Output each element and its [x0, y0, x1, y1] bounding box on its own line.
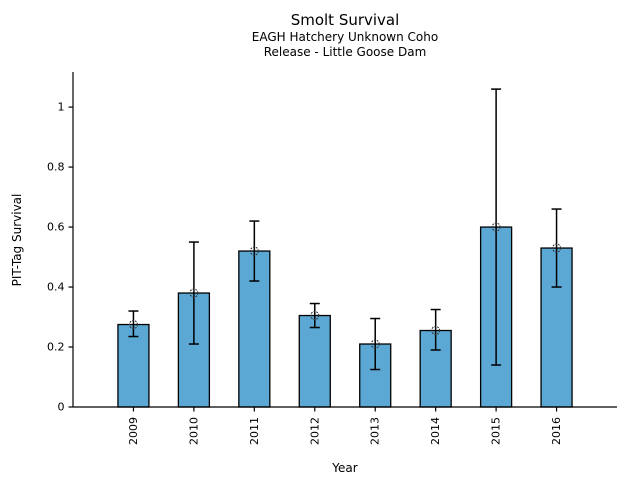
bar-2012 — [298, 314, 331, 408]
x-tick-label: 2010 — [187, 417, 200, 445]
point-marker-2010 — [189, 288, 199, 298]
point-marker-2015 — [491, 222, 501, 232]
bar-2009 — [117, 323, 150, 408]
chart-subtitle-line1: EAGH Hatchery Unknown Coho — [251, 30, 439, 44]
point-marker-2016 — [552, 243, 562, 253]
y-tick-label: 0.2 — [47, 341, 65, 354]
x-tick-label: 2009 — [127, 417, 140, 445]
point-marker-2013 — [370, 339, 380, 349]
point-marker-2012 — [310, 310, 320, 321]
x-tick-label: 2015 — [490, 417, 503, 445]
x-tick-label: 2013 — [369, 417, 382, 445]
x-tick-label: 2014 — [429, 417, 442, 445]
y-tick-label: 0 — [58, 401, 65, 414]
x-tick-label: 2011 — [248, 417, 261, 445]
y-tick-label: 1 — [58, 101, 65, 114]
chart-title: Smolt Survival — [290, 11, 400, 29]
y-tick-label: 0.4 — [47, 281, 65, 294]
point-marker-2011 — [249, 246, 259, 256]
x-axis-label: Year — [332, 461, 358, 475]
point-marker-2014 — [431, 325, 441, 336]
y-tick-label: 0.6 — [47, 221, 65, 234]
point-marker-2009 — [128, 319, 138, 330]
x-tick-label: 2012 — [308, 417, 321, 445]
y-tick-label: 0.8 — [47, 161, 65, 174]
x-tick-label: 2016 — [550, 417, 563, 445]
chart-subtitle-line2: Release - Little Goose Dam — [263, 45, 427, 59]
